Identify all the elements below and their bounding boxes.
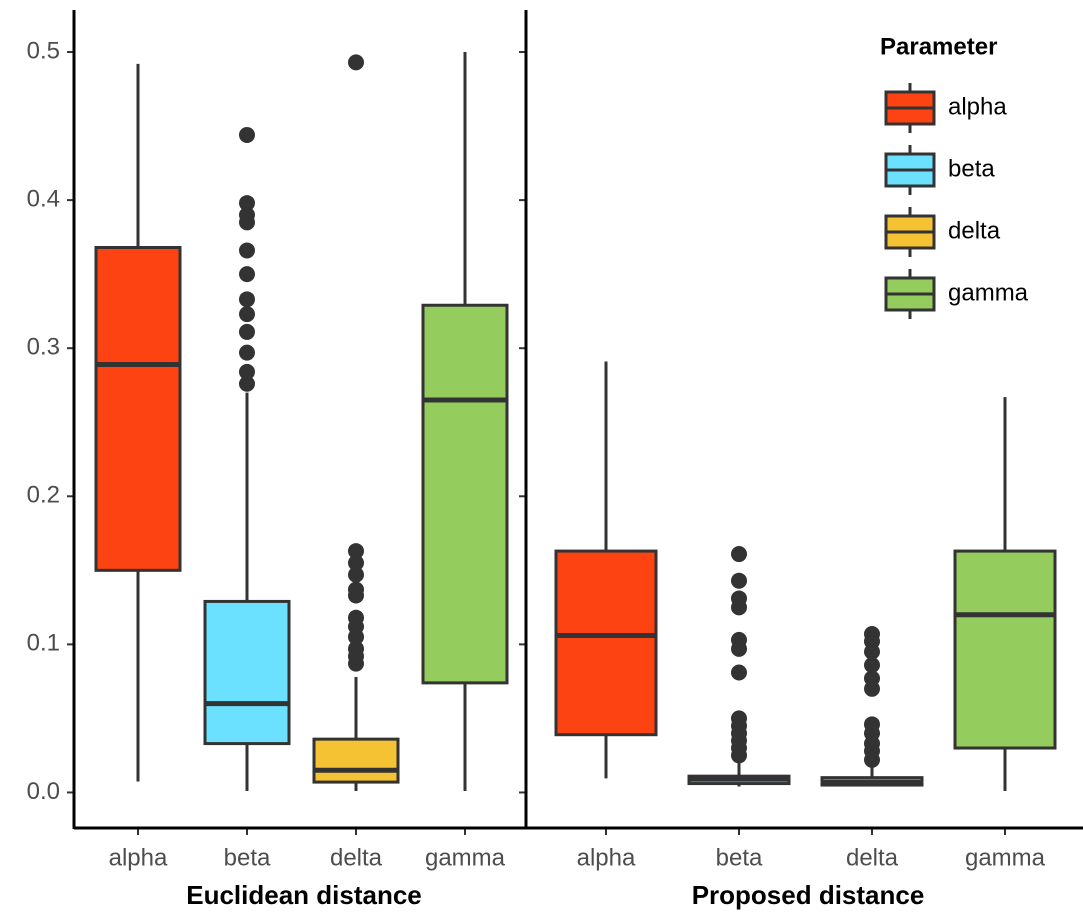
outlier: [239, 266, 255, 283]
outlier: [864, 626, 880, 643]
outlier: [239, 206, 255, 223]
x-tick-label: delta: [330, 844, 383, 871]
box: [94, 245, 182, 572]
y-tick-label: 0.1: [27, 630, 60, 657]
x-tick-label: alpha: [109, 844, 168, 871]
y-tick-label: 0.0: [27, 778, 60, 805]
box: [421, 303, 509, 685]
outlier: [731, 590, 747, 607]
outlier: [239, 195, 255, 212]
legend-label: beta: [948, 155, 995, 182]
outlier: [239, 344, 255, 361]
outlier: [239, 126, 255, 143]
outlier: [239, 375, 255, 392]
box: [953, 549, 1057, 750]
y-tick-label: 0.4: [27, 185, 60, 212]
outlier: [864, 670, 880, 687]
outlier: [731, 631, 747, 648]
legend-label: gamma: [948, 279, 1029, 306]
x-tick-label: alpha: [577, 844, 636, 871]
x-axis-label: Proposed distance: [692, 880, 925, 910]
y-tick-label: 0.3: [27, 334, 60, 361]
outlier: [348, 640, 364, 657]
x-tick-label: beta: [224, 844, 271, 871]
outlier: [239, 291, 255, 308]
x-tick-label: gamma: [425, 844, 506, 871]
outlier: [348, 54, 364, 71]
outlier: [348, 543, 364, 560]
outlier: [731, 546, 747, 563]
outlier: [731, 572, 747, 589]
outlier: [348, 609, 364, 626]
outlier: [348, 581, 364, 598]
legend-label: delta: [948, 217, 1001, 244]
outlier: [239, 306, 255, 323]
outlier: [348, 554, 364, 571]
outlier: [348, 566, 364, 583]
box: [554, 549, 658, 737]
y-tick-label: 0.5: [27, 37, 60, 64]
box: [203, 599, 291, 746]
y-tick-label: 0.2: [27, 482, 60, 509]
outlier: [731, 664, 747, 681]
box: [312, 737, 400, 784]
legend-label: alpha: [948, 93, 1007, 120]
outlier: [239, 323, 255, 340]
x-tick-label: beta: [716, 844, 763, 871]
outlier: [864, 657, 880, 674]
outlier: [731, 710, 747, 727]
x-tick-label: delta: [846, 844, 899, 871]
outlier: [239, 242, 255, 259]
x-tick-label: gamma: [965, 844, 1046, 871]
legend-title: Parameter: [880, 33, 997, 60]
x-axis-label: Euclidean distance: [186, 880, 422, 910]
outlier: [864, 716, 880, 733]
outlier: [239, 363, 255, 380]
